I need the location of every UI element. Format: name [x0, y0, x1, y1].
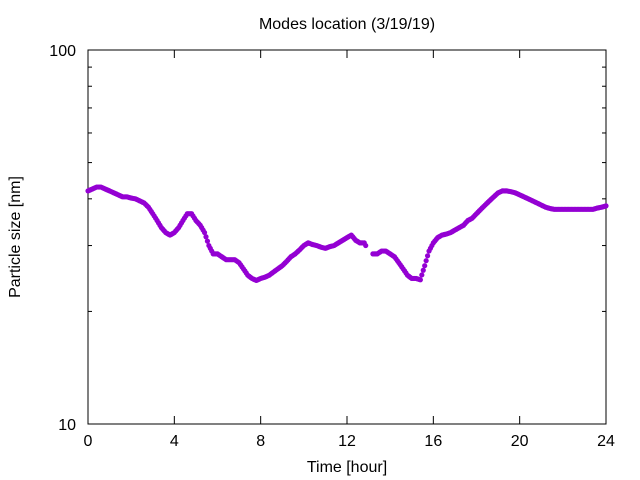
axis-ticks	[87, 49, 607, 425]
data-point	[201, 229, 208, 236]
x-tick-label: 8	[256, 433, 265, 450]
data-point	[424, 253, 431, 259]
data-point	[419, 272, 425, 278]
x-tick-label: 24	[597, 433, 615, 450]
data-point	[417, 277, 423, 283]
data-points	[85, 184, 609, 284]
y-tick-label: 100	[49, 43, 76, 60]
x-tick-label: 16	[424, 433, 442, 450]
x-tick-label: 4	[170, 433, 179, 450]
y-tick-label: 10	[58, 417, 76, 434]
data-point	[603, 203, 609, 209]
x-tick-label: 20	[511, 433, 529, 450]
data-point	[422, 263, 428, 269]
x-axis-label: Time [hour]	[307, 459, 387, 476]
chart-title: Modes location (3/19/19)	[259, 16, 435, 33]
y-axis-label: Particle size [nm]	[7, 176, 24, 298]
data-point	[363, 242, 369, 249]
x-tick-label: 0	[84, 433, 93, 450]
data-point	[420, 267, 426, 273]
x-tick-label: 12	[338, 433, 356, 450]
axis-tick-labels: 0 4 8 12 16 20 24 10 100	[49, 43, 615, 450]
data-point	[203, 234, 209, 240]
data-point	[204, 238, 211, 244]
data-point	[423, 258, 429, 264]
